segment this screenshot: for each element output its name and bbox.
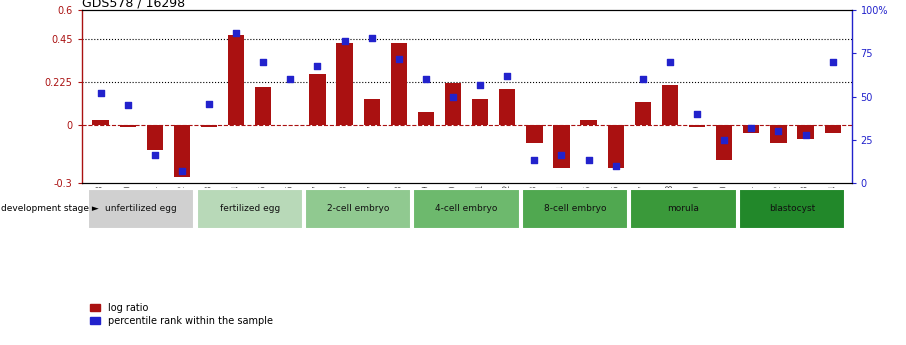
Text: 8-cell embryo: 8-cell embryo	[544, 204, 606, 213]
Bar	[526, 125, 543, 142]
Bar	[522, 188, 628, 229]
Point	[744, 125, 758, 130]
Bar	[554, 125, 570, 168]
Bar	[197, 188, 303, 229]
Point	[283, 77, 297, 82]
Bar	[472, 99, 488, 125]
Bar	[797, 125, 814, 139]
Point	[446, 94, 460, 99]
Bar	[390, 43, 407, 125]
Bar	[88, 188, 195, 229]
Text: GDS578 / 16298: GDS578 / 16298	[82, 0, 185, 9]
Bar	[738, 188, 845, 229]
Text: fertilized egg: fertilized egg	[219, 204, 280, 213]
Bar	[418, 112, 434, 125]
Text: 4-cell embryo: 4-cell embryo	[436, 204, 497, 213]
Bar	[309, 73, 325, 125]
Bar	[608, 125, 624, 168]
Point	[364, 35, 379, 41]
Bar	[305, 188, 411, 229]
Point	[93, 90, 108, 96]
Point	[256, 59, 271, 65]
Point	[771, 128, 786, 134]
Point	[717, 137, 731, 142]
Bar	[635, 102, 651, 125]
Point	[473, 82, 487, 87]
Point	[202, 101, 217, 106]
Text: morula: morula	[668, 204, 699, 213]
Bar	[92, 120, 109, 125]
Bar	[174, 125, 190, 177]
Legend: log ratio, percentile rank within the sample: log ratio, percentile rank within the sa…	[86, 299, 276, 330]
Text: development stage ►: development stage ►	[1, 204, 99, 213]
Bar	[743, 125, 759, 133]
Bar	[581, 120, 597, 125]
Bar	[336, 43, 352, 125]
Point	[148, 152, 162, 158]
Point	[582, 158, 596, 163]
Bar	[255, 87, 272, 125]
Point	[554, 152, 569, 158]
Bar	[228, 35, 245, 125]
Point	[689, 111, 704, 117]
Point	[175, 168, 189, 174]
Point	[609, 163, 623, 168]
Bar	[770, 125, 786, 142]
Point	[229, 30, 244, 36]
Bar	[499, 89, 516, 125]
Point	[527, 158, 542, 163]
Point	[500, 73, 515, 79]
Bar	[201, 125, 217, 127]
Bar	[147, 125, 163, 150]
Text: 2-cell embryo: 2-cell embryo	[327, 204, 390, 213]
Point	[798, 132, 813, 137]
Point	[662, 59, 677, 65]
Point	[120, 102, 135, 108]
Bar	[824, 125, 841, 133]
Point	[825, 59, 840, 65]
Point	[337, 39, 352, 44]
Text: blastocyst: blastocyst	[769, 204, 815, 213]
Bar	[413, 188, 520, 229]
Bar	[689, 125, 705, 127]
Bar	[716, 125, 732, 160]
Point	[419, 77, 433, 82]
Bar	[445, 83, 461, 125]
Bar	[661, 85, 678, 125]
Point	[636, 77, 651, 82]
Bar	[631, 188, 737, 229]
Point	[391, 56, 406, 61]
Bar	[363, 99, 380, 125]
Point	[310, 63, 324, 68]
Text: unfertilized egg: unfertilized egg	[105, 204, 177, 213]
Bar	[120, 125, 136, 127]
